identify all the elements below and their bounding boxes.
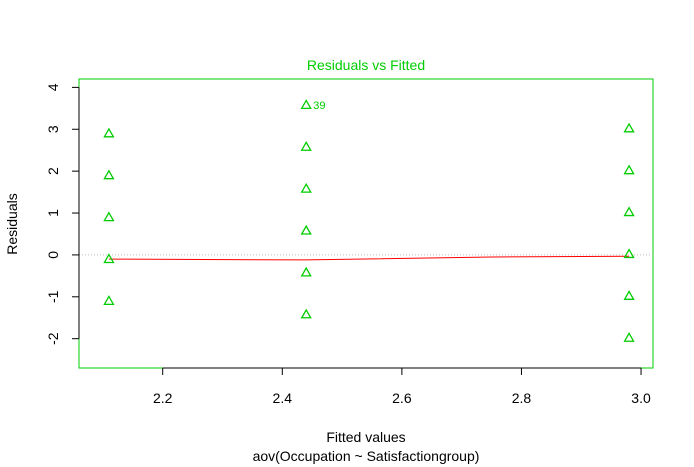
data-point (300, 224, 312, 235)
data-point (623, 290, 635, 300)
data-point (300, 266, 312, 277)
smooth-fit-line (108, 255, 630, 261)
x-tick-label: 2.2 (153, 390, 173, 406)
data-point (300, 141, 312, 151)
x-tick-label: 3.0 (631, 390, 651, 406)
point-labels: 39 (313, 100, 325, 112)
y-tick-label: 3 (45, 125, 61, 133)
data-point (103, 253, 115, 264)
data-point (623, 122, 635, 133)
y-axis-title: Residuals (4, 193, 20, 254)
data-point (103, 295, 115, 306)
x-tick-label: 2.4 (273, 390, 293, 406)
data-point (103, 211, 115, 222)
data-point (300, 182, 312, 193)
data-point (623, 164, 635, 175)
plot-box (78, 78, 654, 369)
x-tick-label: 2.6 (392, 390, 412, 406)
chart-subtitle: aov(Occupation ~ Satisfactiongroup) (253, 448, 480, 464)
point-label: 39 (313, 100, 325, 112)
data-point (623, 248, 635, 259)
data-point (623, 206, 635, 217)
data-point (623, 332, 635, 342)
y-tick-label: 0 (45, 251, 61, 259)
data-point (300, 99, 312, 109)
y-tick-label: 1 (45, 209, 61, 217)
chart-title: Residuals vs Fitted (307, 57, 425, 73)
y-axis: -2 -1 0 1 2 3 4 (45, 83, 80, 345)
x-axis: 2.2 2.4 2.6 2.8 3.0 (153, 367, 651, 406)
smooth-line-path (108, 255, 630, 261)
data-point (103, 127, 115, 138)
data-point (103, 169, 115, 180)
data-point (300, 308, 312, 319)
x-tick-label: 2.8 (512, 390, 532, 406)
y-tick-label: -2 (45, 332, 61, 345)
y-tick-label: 4 (45, 83, 61, 91)
x-axis-title: Fitted values (326, 429, 405, 445)
residual-points (103, 99, 635, 342)
y-tick-label: 2 (45, 167, 61, 175)
y-tick-label: -1 (45, 290, 61, 303)
